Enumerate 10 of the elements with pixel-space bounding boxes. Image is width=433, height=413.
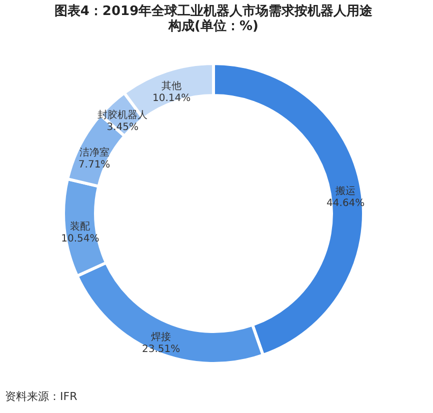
slice-label: 搬运 — [336, 185, 356, 198]
slice-label: 洁净室 — [79, 146, 110, 158]
slice-label: 其他 — [162, 80, 182, 92]
slice-label: 焊接 — [151, 330, 172, 343]
slice-label: 封胶机器人 — [98, 109, 148, 122]
data-label: 10.14% — [152, 93, 191, 104]
data-label: 3.45% — [106, 122, 138, 134]
text: 资料来源：IFR — [5, 390, 78, 403]
chart-title: 图表4：2019年全球工业机器人市场需求按机器人用途构成(单位：%) — [54, 3, 374, 34]
slice-label: 装配 — [70, 220, 90, 233]
